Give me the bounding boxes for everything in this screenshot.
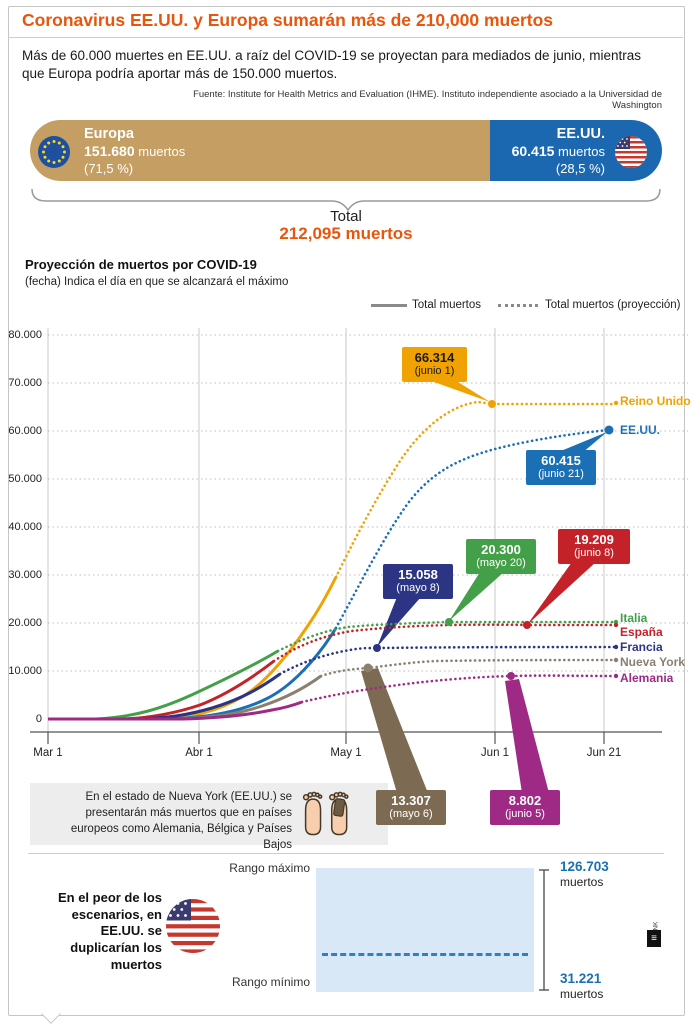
callout-us-date: (junio 21) [538,468,584,480]
chart-subtitle: (fecha) Indica el día en que se alcanzar… [25,276,289,288]
new-york-note-box [30,783,388,845]
europe-deaths-unit: muertos [138,144,186,159]
intro-text: Más de 60.000 muertes en EE.UU. a raíz d… [22,48,642,82]
callout-uk: 66.314 (junio 1) [402,347,467,382]
callout-it-value: 20.300 [481,542,521,557]
europe-percent: (71,5 %) [84,161,134,176]
series-label-us: EE.UU. [620,423,661,437]
x-tick: Mar 1 [33,747,63,759]
x-tick: May 1 [330,747,362,759]
x-tick: Jun 21 [586,747,622,759]
y-tick: 20.000 [8,617,42,629]
range-min-label: Rango mínimo [231,975,310,989]
y-tick: 80.000 [8,329,42,341]
legend-actual-swatch [371,304,407,307]
outer-frame [8,6,685,1016]
y-tick: 40.000 [8,521,42,533]
totals-bar-europe-segment [30,120,490,181]
callout-es-date: (junio 8) [574,547,614,559]
section-divider [28,853,664,854]
y-tick: 30.000 [8,569,42,581]
total-value: 212,095 muertos [279,224,413,243]
callout-it: 20.300 (mayo 20) [466,539,536,574]
page-title: Coronavirus EE.UU. y Europa sumarán más … [22,10,554,30]
series-label-ny: Nueva York [620,655,685,669]
worst-case-text: En el peor de los escenarios, en EE.UU. … [57,890,162,972]
series-label-es: España [620,625,663,639]
totals-bar [30,120,662,181]
callout-ny-date: (mayo 6) [389,808,433,820]
legend-actual-label: Total muertos [412,299,482,311]
callout-de: 8.802 (junio 5) [490,790,560,825]
watermark-logo: ≡ [647,930,661,947]
eu-flag-icon [38,136,70,168]
callout-de-date: (junio 5) [505,808,545,820]
usa-stats: EE.UU. 60.415 muertos (28,5 %) [420,126,605,177]
y-tick: 70.000 [8,377,42,389]
callout-uk-value: 66.314 [414,350,455,365]
europe-name: Europa [84,126,134,142]
usa-name: EE.UU. [556,126,605,142]
callout-us-value: 60.415 [541,453,581,468]
total-brace [31,188,661,212]
x-tick: Abr 1 [185,747,213,759]
y-tick: 0 [35,713,42,725]
new-york-note-text: En el estado de Nueva York (EE.UU.) se p… [70,791,292,851]
range-projection-dashed-line [322,953,528,956]
usa-deaths-unit: muertos [558,144,605,159]
y-tick: 50.000 [8,473,42,485]
callout-it-date: (mayo 20) [476,557,526,569]
chart-title: Proyección de muertos por COVID-19 [25,257,257,272]
europe-stats: Europa 151.680 muertos (71,5 %) [84,126,185,177]
series-label-uk: Reino Unido [620,394,691,408]
feet-toe-tag-icon [302,791,349,836]
range-max-label: Rango máximo [229,861,310,875]
us-flag-icon-bottom [166,899,220,953]
legend-projection-label: Total muertos (proyección) [545,299,681,311]
callout-ny: 13.307 (mayo 6) [376,790,446,825]
callout-fr-date: (mayo 8) [396,582,440,594]
europe-deaths: 151.680 [84,143,135,159]
callout-uk-date: (junio 1) [414,365,455,377]
us-flag-icon [615,136,647,168]
title-divider [8,37,683,38]
source-credit: Fuente: Institute for Health Metrics and… [193,89,662,111]
range-max-value: 126.703 [560,859,609,874]
usa-percent: (28,5 %) [555,161,605,176]
legend-projection-swatch [498,304,538,307]
y-tick: 10.000 [8,665,42,677]
series-label-fr: Francia [620,640,663,654]
callout-es-value: 19.209 [574,532,614,547]
callout-us: 60.415 (junio 21) [526,450,596,485]
range-band [316,868,534,992]
callout-es: 19.209 (junio 8) [558,529,630,564]
callout-fr: 15.058 (mayo 8) [383,564,453,599]
x-tick: Jun 1 [480,747,510,759]
range-min-unit: muertos [560,987,604,1001]
range-min-value: 31.221 [560,971,602,986]
callout-ny-value: 13.307 [391,793,431,808]
usa-deaths: 60.415 [511,143,555,159]
series-label-it: Italia [620,611,648,625]
callout-de-value: 8.802 [508,793,542,808]
series-label-de: Alemania [620,671,674,685]
y-tick: 60.000 [8,425,42,437]
callout-fr-value: 15.058 [398,567,438,582]
total-label: Total [330,208,362,225]
range-ibeam [539,869,549,991]
range-max-unit: muertos [560,875,604,889]
